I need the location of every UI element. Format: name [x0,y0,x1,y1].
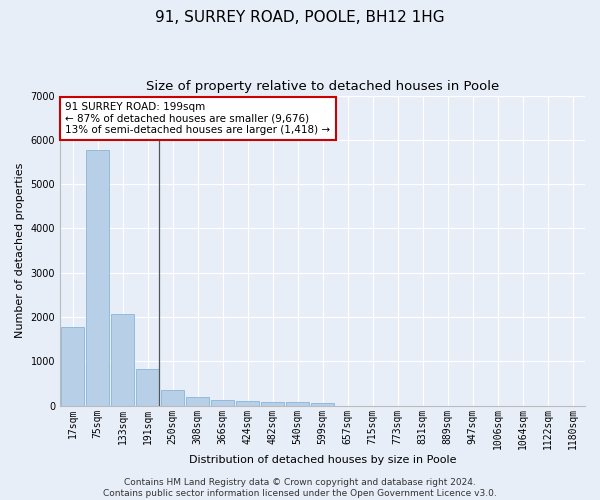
Bar [236,401,259,406]
Bar [186,398,209,406]
Bar [61,326,84,406]
Bar [286,402,309,406]
Bar [161,390,184,406]
Text: 91 SURREY ROAD: 199sqm
← 87% of detached houses are smaller (9,676)
13% of semi-: 91 SURREY ROAD: 199sqm ← 87% of detached… [65,102,331,135]
Bar [136,369,159,406]
Bar [311,403,334,406]
Bar [111,314,134,406]
X-axis label: Distribution of detached houses by size in Poole: Distribution of detached houses by size … [189,455,456,465]
Text: 91, SURREY ROAD, POOLE, BH12 1HG: 91, SURREY ROAD, POOLE, BH12 1HG [155,10,445,25]
Bar [261,402,284,406]
Y-axis label: Number of detached properties: Number of detached properties [15,163,25,338]
Bar [86,150,109,406]
Bar [211,400,234,406]
Title: Size of property relative to detached houses in Poole: Size of property relative to detached ho… [146,80,499,93]
Text: Contains HM Land Registry data © Crown copyright and database right 2024.
Contai: Contains HM Land Registry data © Crown c… [103,478,497,498]
